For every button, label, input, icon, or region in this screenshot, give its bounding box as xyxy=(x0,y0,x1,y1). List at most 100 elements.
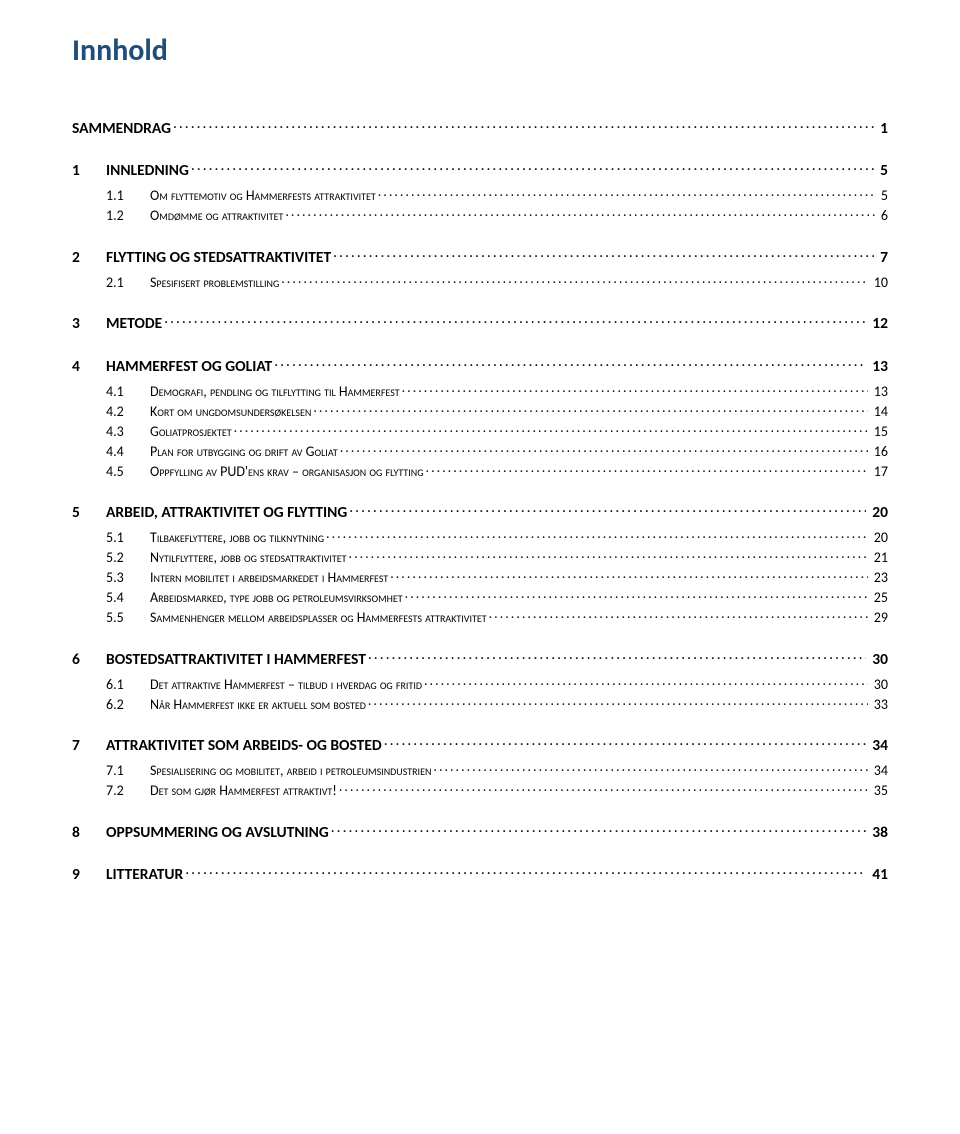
toc-leader-dots xyxy=(368,648,866,664)
toc-page-number: 30 xyxy=(868,650,888,669)
toc-page-number: 1 xyxy=(876,119,888,138)
toc-label: 5.4Arbeidsmarked, type jobb og petroleum… xyxy=(106,589,403,606)
toc-number: 4.2 xyxy=(106,403,150,420)
toc-entry-level1: 9LITTERATUR 41 xyxy=(72,864,888,885)
toc-entry-level2: 7.2Det som gjør Hammerfest attraktivt! 3… xyxy=(72,781,888,799)
toc-text: Spesialisering og mobilitet, arbeid i pe… xyxy=(150,762,431,779)
toc-text: LITTERATUR xyxy=(106,865,183,884)
toc-number: 5.5 xyxy=(106,609,150,626)
toc-entry-level1: 6BOSTEDSATTRAKTIVITET I HAMMERFEST 30 xyxy=(72,648,888,669)
toc-leader-dots xyxy=(402,382,868,396)
toc-entry-level1: 1INNLEDNING 5 xyxy=(72,160,888,181)
toc-entry-level1: 7ATTRAKTIVITET SOM ARBEIDS- OG BOSTED 34 xyxy=(72,735,888,756)
toc-number: 4.4 xyxy=(106,443,150,460)
toc-leader-dots xyxy=(339,781,868,795)
toc-number: 5 xyxy=(72,503,106,522)
toc-leader-dots xyxy=(274,355,866,371)
toc-text: Arbeidsmarked, type jobb og petroleumsvi… xyxy=(150,589,403,606)
toc-text: BOSTEDSATTRAKTIVITET I HAMMERFEST xyxy=(106,650,366,669)
toc-text: Kort om ungdomsundersøkelsen xyxy=(150,403,311,420)
page-title: Innhold xyxy=(72,32,888,69)
toc-text: Spesifisert problemstilling xyxy=(150,274,279,291)
toc-label: 1.2Omdømme og attraktivitet xyxy=(106,207,283,224)
toc-label: 7ATTRAKTIVITET SOM ARBEIDS- OG BOSTED xyxy=(72,736,382,755)
toc-number: 1.2 xyxy=(106,207,150,224)
toc-number: 8 xyxy=(72,823,106,842)
toc-label: 9LITTERATUR xyxy=(72,865,183,884)
toc-label: 4.5Oppfylling av PUD'ens krav – organisa… xyxy=(106,463,424,480)
toc-leader-dots xyxy=(173,117,874,133)
toc-page-number: 38 xyxy=(868,823,888,842)
toc-label: 4.3Goliatprosjektet xyxy=(106,423,232,440)
toc-page-number: 25 xyxy=(870,589,888,606)
toc-text: Oppfylling av PUD'ens krav – organisasjo… xyxy=(150,463,424,480)
toc-leader-dots xyxy=(426,462,868,476)
toc-page-number: 5 xyxy=(876,161,888,180)
toc-entry-level2: 4.2Kort om ungdomsundersøkelsen 14 xyxy=(72,402,888,420)
toc-label: 7.1Spesialisering og mobilitet, arbeid i… xyxy=(106,762,431,779)
toc-page-number: 14 xyxy=(870,403,888,420)
toc-page-number: 20 xyxy=(870,529,888,546)
toc-number: 4.1 xyxy=(106,383,150,400)
toc-leader-dots xyxy=(489,608,868,622)
toc-entry-level2: 6.1Det attraktive Hammerfest – tilbud i … xyxy=(72,675,888,693)
toc-text: HAMMERFEST OG GOLIAT xyxy=(106,357,272,376)
toc-entry-level2: 5.5Sammenhenger mellom arbeidsplasser og… xyxy=(72,608,888,626)
toc-entry-level2: 5.2Nytilflyttere, jobb og stedsattraktiv… xyxy=(72,548,888,566)
toc-text: Demografi, pendling og tilflytting til H… xyxy=(150,383,400,400)
toc-leader-dots xyxy=(185,864,866,880)
toc-number: 2.1 xyxy=(106,274,150,291)
toc-page-number: 10 xyxy=(870,274,888,291)
toc-page-number: 6 xyxy=(877,207,888,224)
toc-label: 6.2Når Hammerfest ikke er aktuell som bo… xyxy=(106,696,366,713)
toc-label: 4.2Kort om ungdomsundersøkelsen xyxy=(106,403,311,420)
toc-text: Omdømme og attraktivitet xyxy=(150,207,283,224)
toc-leader-dots xyxy=(405,588,868,602)
toc-entry-level2: 6.2Når Hammerfest ikke er aktuell som bo… xyxy=(72,695,888,713)
toc-label: 5.5Sammenhenger mellom arbeidsplasser og… xyxy=(106,609,487,626)
toc-page-number: 23 xyxy=(870,569,888,586)
toc-label: 4HAMMERFEST OG GOLIAT xyxy=(72,357,272,376)
toc-leader-dots xyxy=(313,402,867,416)
toc-entry-level2: 4.4Plan for utbygging og drift av Goliat… xyxy=(72,442,888,460)
table-of-contents: SAMMENDRAG 1 1INNLEDNING 5 1.1Om flyttemot… xyxy=(72,117,888,884)
toc-leader-dots xyxy=(164,313,866,329)
toc-label: 2FLYTTING OG STEDSATTRAKTIVITET xyxy=(72,248,331,267)
toc-page-number: 17 xyxy=(870,463,888,480)
toc-text: ATTRAKTIVITET SOM ARBEIDS- OG BOSTED xyxy=(106,736,382,755)
toc-entry-level2: 4.3Goliatprosjektet 15 xyxy=(72,422,888,440)
toc-page-number: 34 xyxy=(870,762,888,779)
toc-label: 7.2Det som gjør Hammerfest attraktivt! xyxy=(106,782,337,799)
toc-entry-level2: 2.1Spesifisert problemstilling 10 xyxy=(72,273,888,291)
toc-entry-level1: 2FLYTTING OG STEDSATTRAKTIVITET 7 xyxy=(72,246,888,267)
toc-leader-dots xyxy=(191,160,874,176)
toc-entry-level2: 5.4Arbeidsmarked, type jobb og petroleum… xyxy=(72,588,888,606)
toc-leader-dots xyxy=(433,761,867,775)
toc-leader-dots xyxy=(285,206,875,220)
toc-label: 8OPPSUMMERING OG AVSLUTNING xyxy=(72,823,329,842)
toc-page-number: 13 xyxy=(868,357,888,376)
toc-page-number: 5 xyxy=(877,187,888,204)
toc-number: 5.4 xyxy=(106,589,150,606)
toc-page-number: 41 xyxy=(868,865,888,884)
toc-entry-level1: 4HAMMERFEST OG GOLIAT 13 xyxy=(72,355,888,376)
toc-number: 4.5 xyxy=(106,463,150,480)
toc-page-number: 21 xyxy=(870,549,888,566)
toc-entry-level2: 1.1Om flyttemotiv og Hammerfests attrakt… xyxy=(72,186,888,204)
toc-number: 7.2 xyxy=(106,782,150,799)
toc-leader-dots xyxy=(326,528,868,542)
toc-entry-level1: 3METODE 12 xyxy=(72,313,888,334)
toc-number: 4 xyxy=(72,357,106,376)
toc-page-number: 29 xyxy=(870,609,888,626)
toc-label: 5.1Tilbakeflyttere, jobb og tilknytning xyxy=(106,529,324,546)
toc-leader-dots xyxy=(390,568,868,582)
toc-number: 1.1 xyxy=(106,187,150,204)
toc-number: 7.1 xyxy=(106,762,150,779)
toc-page-number: 16 xyxy=(870,443,888,460)
toc-leader-dots xyxy=(384,735,867,751)
toc-leader-dots xyxy=(340,442,868,456)
toc-number: 5.2 xyxy=(106,549,150,566)
toc-text: SAMMENDRAG xyxy=(72,119,171,138)
toc-number: 6 xyxy=(72,650,106,669)
toc-label: 2.1Spesifisert problemstilling xyxy=(106,274,279,291)
